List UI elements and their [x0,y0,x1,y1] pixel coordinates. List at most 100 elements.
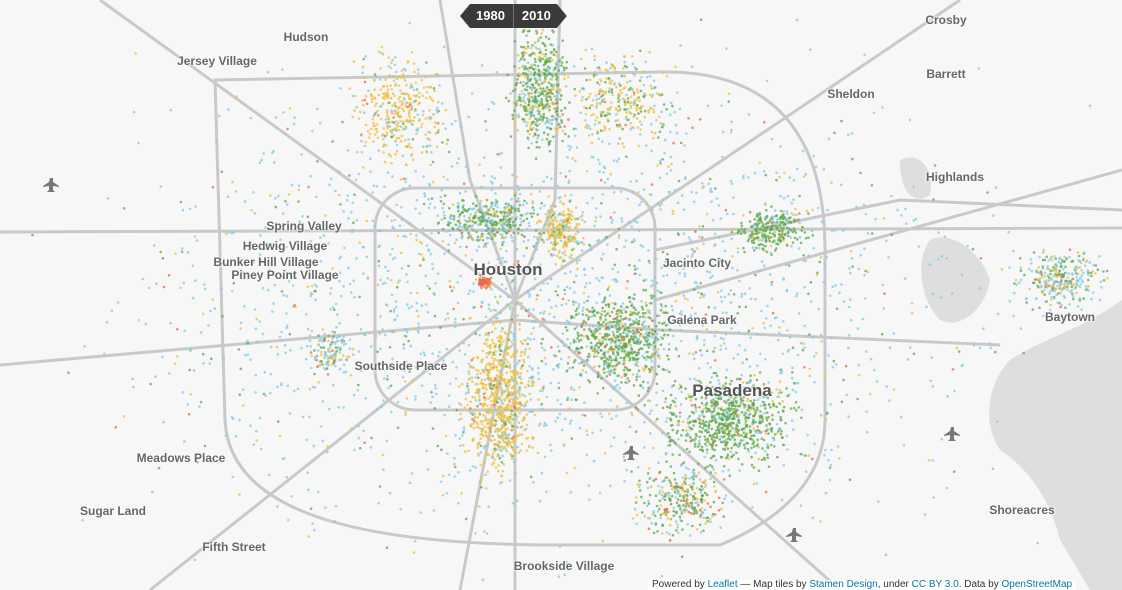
dot [718,236,721,239]
dot [864,269,867,273]
dot [637,322,640,326]
dot [462,426,466,429]
dot [764,358,767,361]
dot [520,301,523,305]
dot [400,267,404,270]
dot [553,83,556,87]
dot [192,369,196,372]
dot [578,90,582,93]
dot [512,460,516,464]
dot [410,472,414,475]
dot [680,310,683,313]
dot [471,365,474,369]
dot [425,449,428,453]
dot [667,165,670,168]
dot [713,440,717,443]
dot [822,168,826,171]
dot [384,93,388,97]
dot [544,69,548,73]
dot [617,233,621,237]
dot [395,136,399,140]
dot [628,425,632,429]
dot [551,58,554,62]
dot [616,315,619,319]
dot [631,373,635,376]
dot [391,75,395,78]
dot [385,109,389,112]
dot [836,445,840,448]
dot [499,416,503,420]
dot [561,113,564,116]
dot [826,209,829,212]
dot [556,113,559,116]
dot [787,264,791,267]
dot [585,282,588,285]
dot [676,201,680,205]
dot [489,395,492,399]
dot [668,190,671,194]
dot [616,330,619,334]
dot [500,414,504,417]
dot [489,350,493,354]
dot [568,148,571,151]
dot [645,144,648,147]
dot [644,278,648,282]
dot [736,247,740,250]
dot [385,546,389,549]
dot [704,420,708,424]
dot [667,342,671,346]
dot [803,175,806,178]
dot [424,133,428,136]
dot [523,350,527,354]
dot [587,134,591,137]
dot [650,285,653,288]
dot [366,129,370,133]
dot [541,337,544,341]
dot [647,467,651,470]
dot [533,277,537,281]
dot [420,253,423,256]
dot [562,68,566,72]
dot [326,450,329,454]
dot [539,263,542,266]
dot [141,277,145,281]
dot [544,122,547,125]
dot [652,341,656,344]
dot [480,478,483,482]
dot [627,220,631,224]
dot [563,292,567,296]
dot [503,421,506,424]
dot [609,345,613,349]
dot [632,126,635,130]
dot [685,447,689,451]
dot [632,99,636,103]
dot [539,311,542,315]
dot [188,207,192,211]
dot [408,115,412,119]
dot [688,377,692,381]
dot [546,106,549,109]
dot [781,320,785,323]
dot [577,334,580,338]
dot [364,55,368,58]
dot [555,128,558,132]
dot [477,321,480,325]
dot [339,203,342,206]
dot [637,191,640,194]
dot [587,95,591,99]
dot [561,251,565,255]
dot [724,494,728,497]
dot [504,351,507,354]
dot [809,280,813,284]
dot [590,248,593,252]
dot [724,376,728,379]
dot [419,352,423,356]
dot [550,177,553,181]
dot [546,282,549,285]
dot [473,408,476,412]
dot [519,340,523,343]
dot [814,165,818,169]
dot [629,95,633,98]
dot [628,339,632,343]
dot [553,315,556,319]
